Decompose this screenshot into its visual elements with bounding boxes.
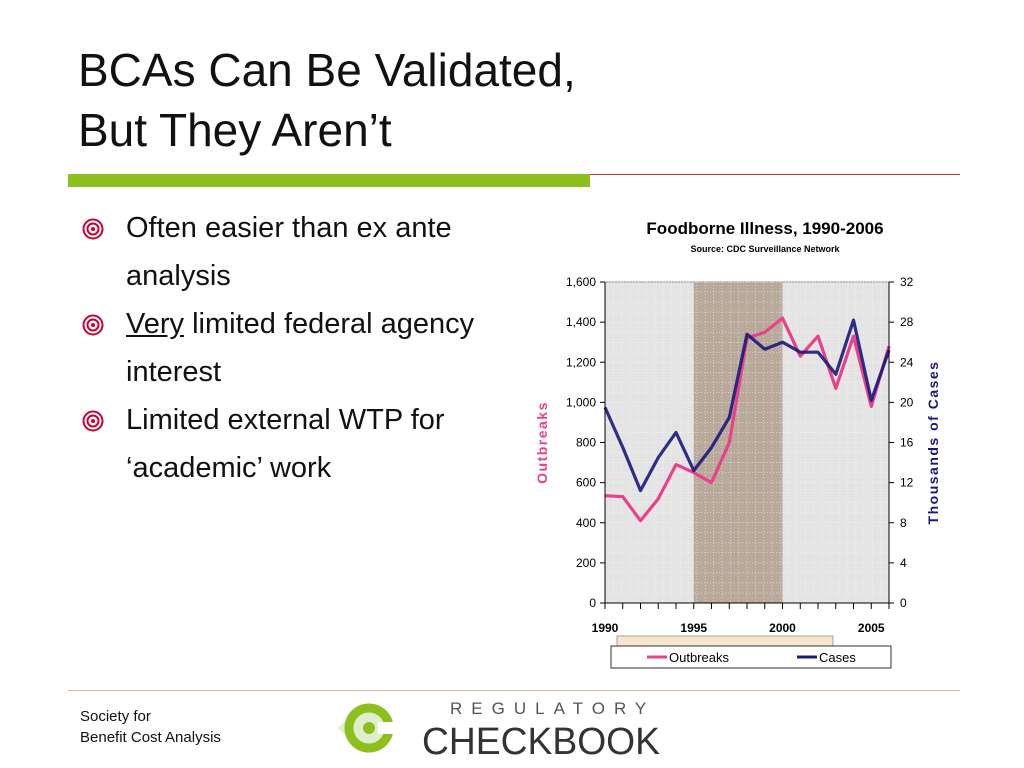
y-left-tick-label: 1,400	[566, 315, 596, 329]
bullet-list: Often easier than ex ante analysis Very …	[82, 204, 502, 492]
y-right-tick-label: 16	[900, 436, 914, 450]
y-left-tick-label: 800	[576, 436, 596, 450]
series-line-cases	[603, 318, 891, 493]
x-tick-label: 1990	[592, 621, 619, 635]
title-line-2: But They Aren’t	[78, 104, 392, 156]
y-right-tick-label: 24	[900, 355, 914, 369]
y-right-tick-label: 20	[900, 395, 914, 409]
bullet-item: Limited external WTP for ‘academic’ work	[82, 396, 502, 492]
y-right-tick-label: 12	[900, 476, 914, 490]
slide-title: BCAs Can Be Validated, But They Aren’t	[78, 40, 958, 160]
y-right-tick-label: 8	[900, 516, 907, 530]
bullet-text: Limited external WTP for ‘academic’ work	[126, 404, 445, 484]
footer-organization: Society for Benefit Cost Analysis	[80, 706, 221, 748]
footer-divider-line	[68, 690, 960, 691]
legend-box	[610, 645, 892, 669]
legend-label-cases: Cases	[819, 650, 856, 665]
target-bullet-icon	[82, 410, 104, 432]
chart-subtitle: Source: CDC Surveillance Network	[690, 244, 840, 254]
x-tick-label: 1995	[680, 621, 707, 635]
target-bullet-icon	[82, 218, 104, 240]
bullet-text: Often easier than ex ante analysis	[126, 212, 452, 292]
title-accent-bar	[68, 174, 590, 187]
x-tick-label: 2005	[858, 621, 885, 635]
legend-label-outbreaks: Outbreaks	[669, 650, 729, 665]
y-left-tick-label: 0	[589, 596, 596, 610]
y-right-axis-label: Thousands of Cases	[925, 361, 941, 525]
footer-org-line-2: Benefit Cost Analysis	[80, 729, 221, 746]
y-left-tick-label: 1,000	[566, 395, 596, 409]
y-left-tick-label: 1,200	[566, 355, 596, 369]
y-right-tick-label: 28	[900, 315, 914, 329]
x-tick-label: 2000	[769, 621, 796, 635]
chart-title: Foodborne Illness, 1990-2006	[646, 219, 883, 238]
y-right-tick-label: 32	[900, 275, 914, 289]
bullet-item: Very limited federal agency interest	[82, 300, 502, 396]
footer-org-line-1: Society for	[80, 708, 151, 725]
y-left-tick-label: 1,600	[566, 275, 596, 289]
y-right-tick-label: 4	[900, 556, 907, 570]
regulatory-checkbook-logo: REGULATORY CHECKBOOK	[338, 699, 660, 762]
y-left-axis-label: Outbreaks	[534, 401, 550, 484]
title-line-1: BCAs Can Be Validated,	[78, 44, 576, 96]
foodborne-illness-chart: Foodborne Illness, 1990-2006 Source: CDC…	[525, 210, 955, 680]
plot-area: 0 200 400 600 800 1,000 1,200 1,400 1,600 0 4 8 12 16…	[534, 275, 941, 669]
checkbook-logo-icon	[338, 703, 400, 753]
chart-canvas: Foodborne Illness, 1990-2006 Source: CDC…	[534, 219, 941, 669]
y-right-tick-label: 0	[900, 596, 907, 610]
y-left-tick-label: 200	[576, 556, 596, 570]
y-left-tick-label: 400	[576, 516, 596, 530]
bullet-underlined-word: Very	[126, 308, 185, 340]
y-left-tick-label: 600	[576, 476, 596, 490]
logo-text-regulatory: REGULATORY	[450, 699, 655, 718]
bullet-item: Often easier than ex ante analysis	[82, 204, 502, 300]
bullet-text: limited federal agency interest	[126, 308, 475, 388]
logo-text-checkbook: CHECKBOOK	[422, 721, 660, 762]
target-bullet-icon	[82, 314, 104, 336]
